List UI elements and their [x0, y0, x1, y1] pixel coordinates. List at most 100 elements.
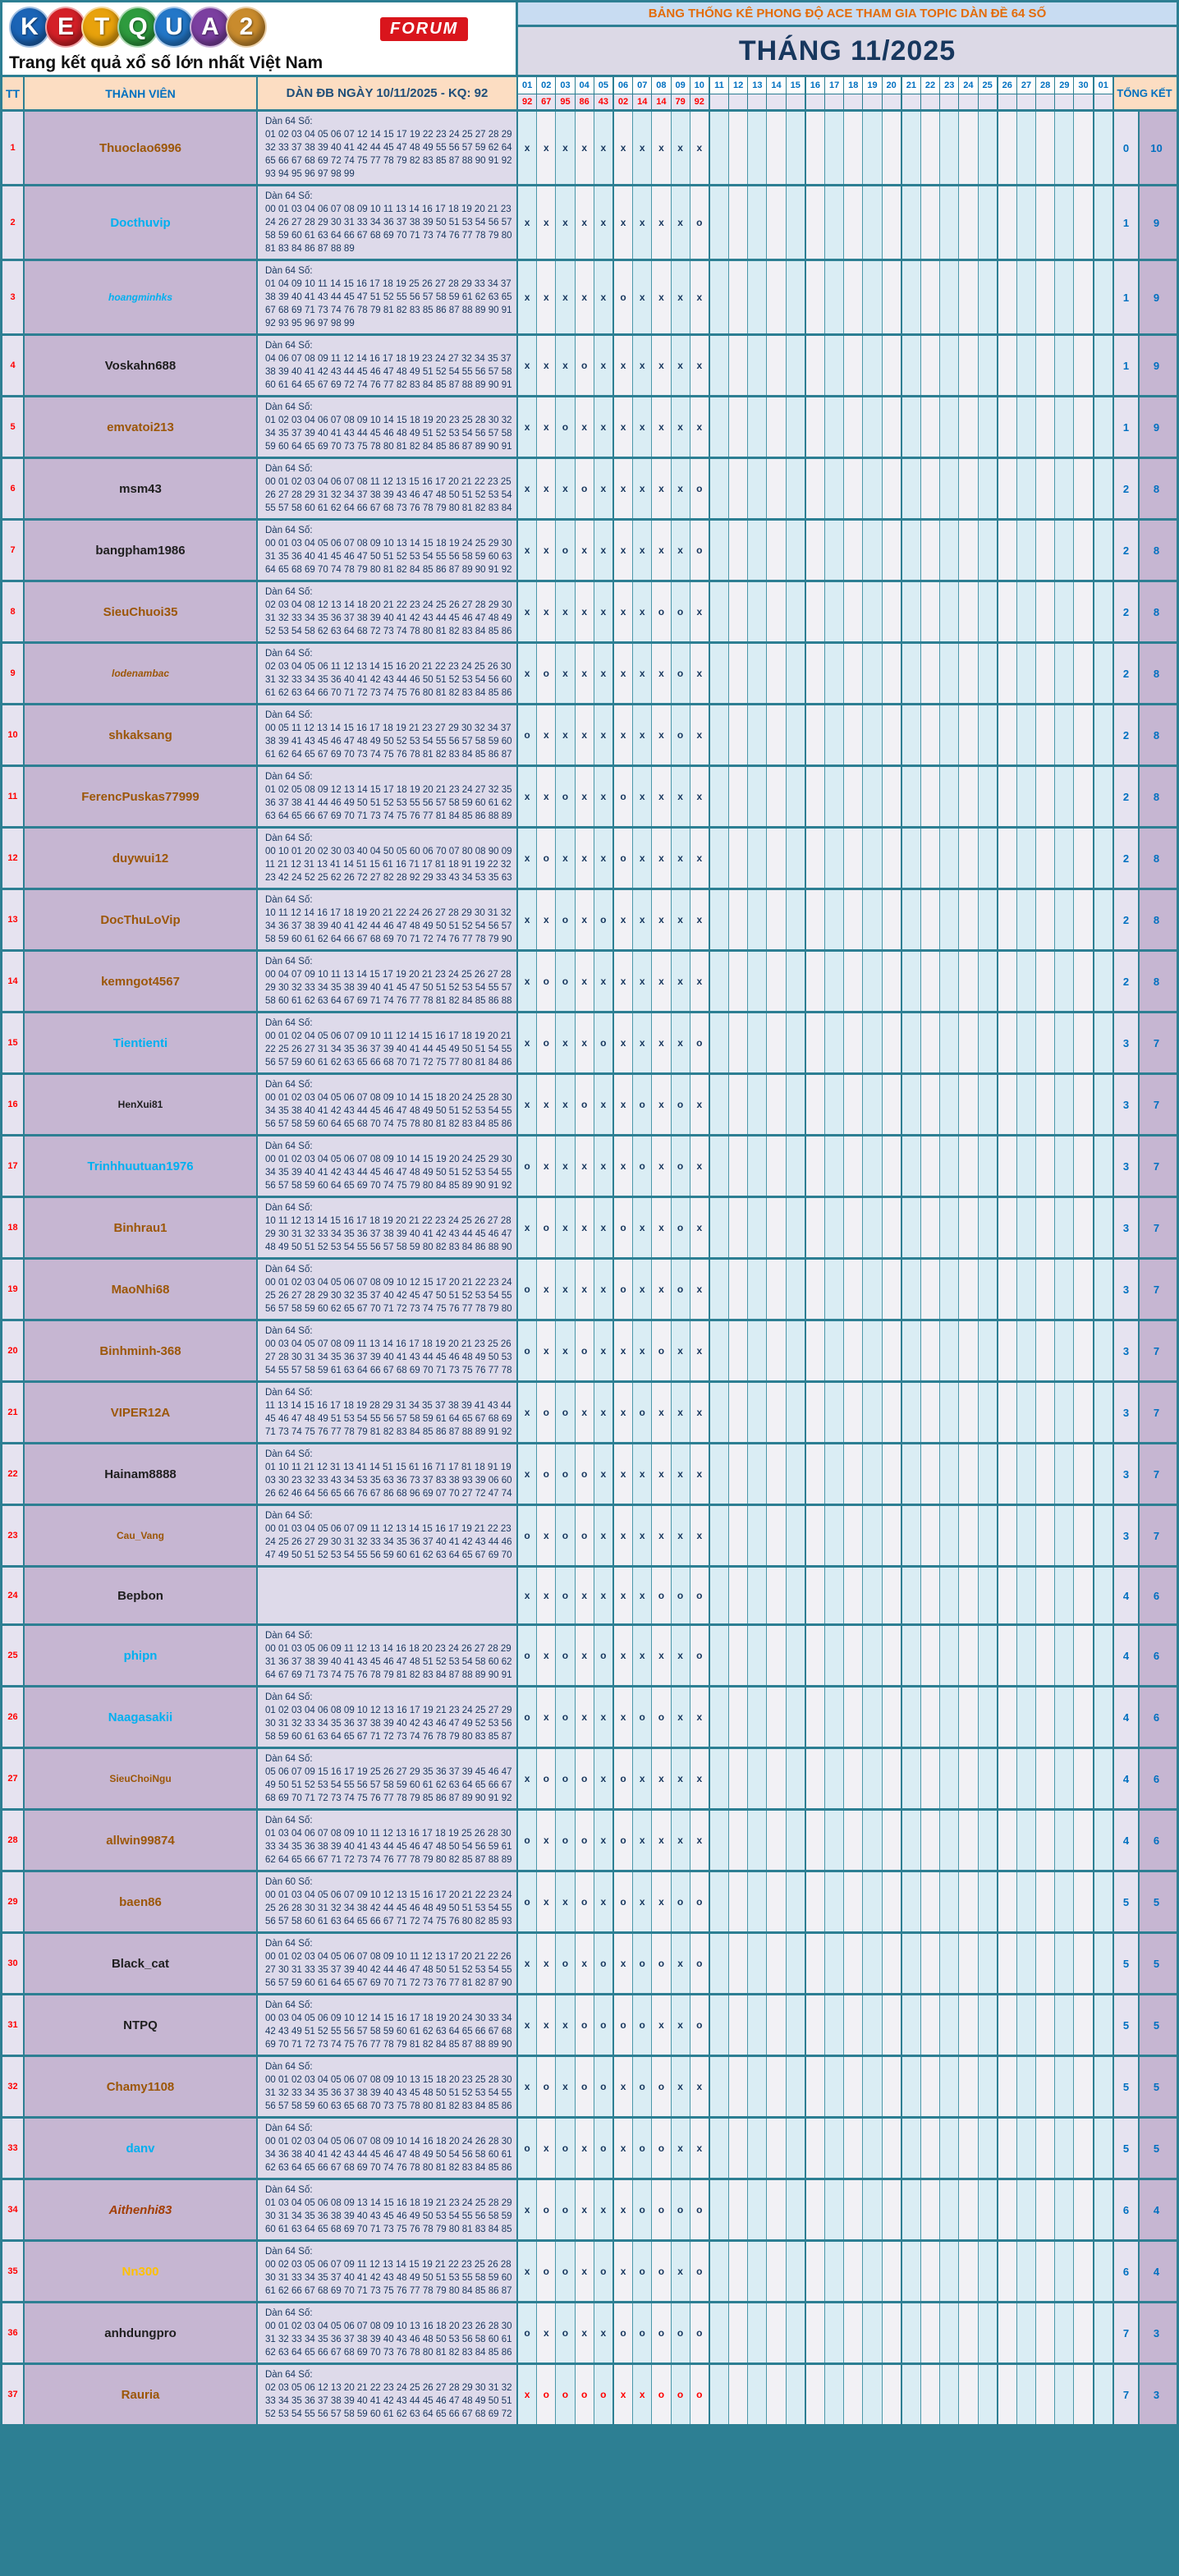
empty-day-cell	[844, 2242, 864, 2301]
table-row: 16 HenXui81 Dàn 64 Số: 00 01 02 03 04 05 06…	[2, 1075, 1177, 1136]
summary-hit-count: 9	[1140, 336, 1173, 395]
empty-day-cell	[786, 2180, 806, 2239]
member-name[interactable]: Black_cat	[111, 1956, 170, 1971]
empty-day-cell	[998, 186, 1017, 259]
hit-mark: x	[556, 1260, 576, 1319]
member-name[interactable]: Nn300	[122, 2264, 159, 2279]
empty-day-cell	[709, 2057, 730, 2116]
empty-day-cell	[1074, 2365, 1094, 2424]
table-row: 26 Naagasakii Dàn 64 Số: 01 02 03 04 06 08 …	[2, 1687, 1177, 1749]
member-name[interactable]: Binhrau1	[113, 1220, 167, 1235]
empty-day-cell	[729, 1136, 749, 1196]
summary-hit-count: 6	[1140, 1568, 1173, 1623]
empty-day-cell	[805, 1749, 825, 1808]
member-name[interactable]: Hainam8888	[104, 1467, 177, 1481]
dan-numbers-line: 03 30 23 32 33 43 34 53 35 63 36 73 37 8…	[265, 1476, 512, 1485]
empty-day-cell	[767, 2242, 787, 2301]
day-result	[844, 94, 864, 109]
member-name[interactable]: Binhminh-368	[99, 1343, 181, 1358]
member-name[interactable]: Naagasakii	[108, 1710, 173, 1724]
member-name[interactable]: kemngot4567	[101, 974, 180, 989]
empty-day-cell	[998, 112, 1017, 184]
empty-day-cell	[959, 1626, 979, 1685]
member-name[interactable]: lodenambac	[111, 668, 170, 679]
day-number-headers: 01 02 03 04 05 06 07 08 09 10 11 12 13 14 15 16 17 18 19 20…	[518, 77, 1112, 94]
member-name[interactable]: shkaksang	[108, 728, 172, 742]
empty-day-cell	[1055, 582, 1075, 641]
member-name[interactable]: Rauria	[121, 2387, 160, 2402]
member-name[interactable]: Thuoclao6996	[99, 140, 182, 155]
hit-mark: x	[652, 705, 672, 765]
member-name[interactable]: emvatoi213	[107, 420, 174, 434]
empty-day-cell	[825, 1687, 845, 1747]
hit-mark: x	[537, 1995, 557, 2055]
member-name[interactable]: SieuChoiNgu	[109, 1773, 172, 1784]
empty-day-cell	[1094, 1995, 1112, 2055]
member-name[interactable]: DocThuLoVip	[100, 912, 181, 927]
empty-day-cell	[786, 1995, 806, 2055]
member-cell: Rauria	[25, 2365, 258, 2424]
hit-mark: x	[671, 1626, 690, 1685]
hit-mark: x	[690, 261, 710, 333]
member-name[interactable]: SieuChuoi35	[103, 604, 178, 619]
empty-day-cell	[1016, 1506, 1037, 1565]
dan-title: Dàn 64 Số:	[265, 1449, 313, 1459]
member-name[interactable]: HenXui81	[117, 1099, 163, 1110]
member-name[interactable]: VIPER12A	[110, 1405, 171, 1420]
empty-day-cell	[998, 1383, 1017, 1442]
member-name[interactable]: allwin99874	[106, 1833, 175, 1848]
member-name[interactable]: duywui12	[112, 851, 169, 866]
member-name[interactable]: baen86	[119, 1894, 162, 1909]
empty-day-cell	[748, 2057, 768, 2116]
empty-day-cell	[805, 1995, 825, 2055]
empty-day-cell	[748, 1506, 768, 1565]
dan-cell: Dàn 64 Số: 00 01 03 04 05 06 07 08 09 10 …	[258, 521, 518, 580]
empty-day-cell	[959, 2119, 979, 2178]
member-name[interactable]: NTPQ	[123, 2018, 158, 2032]
member-name[interactable]: bangpham1986	[95, 543, 186, 558]
member-name[interactable]: danv	[126, 2141, 155, 2156]
member-name[interactable]: Aithenhi83	[108, 2202, 172, 2217]
hit-mark: x	[613, 1568, 634, 1623]
member-name[interactable]: anhdungpro	[104, 2326, 177, 2340]
empty-day-cell	[901, 1811, 921, 1870]
empty-day-cell	[1094, 705, 1112, 765]
empty-day-cell	[863, 1872, 883, 1931]
member-name[interactable]: Chamy1108	[106, 2079, 175, 2094]
member-name[interactable]: msm43	[119, 481, 162, 496]
hit-mark: x	[613, 890, 634, 949]
dan-numbers-line: 47 49 50 51 52 53 54 55 56 59 60 61 62 6…	[265, 1550, 512, 1560]
miss-mark: o	[575, 2365, 594, 2424]
member-name[interactable]: Docthuvip	[110, 215, 171, 230]
hit-mark: x	[690, 1749, 710, 1808]
empty-day-cell	[1055, 521, 1075, 580]
empty-day-cell	[863, 1260, 883, 1319]
empty-day-cell	[920, 1626, 941, 1685]
summary-hit-count: 9	[1140, 397, 1173, 457]
empty-day-cell	[709, 1687, 730, 1747]
member-name[interactable]: Tientienti	[112, 1035, 168, 1050]
table-row: 31 NTPQ Dàn 64 Số: 00 03 04 05 06 09 10 12 …	[2, 1995, 1177, 2057]
member-name[interactable]: hoangminhks	[108, 292, 172, 303]
empty-day-cell	[1055, 1075, 1075, 1134]
member-name[interactable]: Bepbon	[117, 1588, 163, 1603]
summary-miss-count: 3	[1114, 1321, 1140, 1380]
empty-day-cell	[709, 1568, 730, 1623]
miss-mark: o	[518, 1811, 538, 1870]
empty-day-cell	[920, 1687, 941, 1747]
empty-day-cell	[978, 1444, 998, 1504]
dan-numbers-line: 59 60 64 65 69 70 73 75 78 80 81 82 84 8…	[265, 442, 512, 452]
member-name[interactable]: phipn	[123, 1648, 158, 1663]
empty-day-cell	[940, 1383, 960, 1442]
member-name[interactable]: MaoNhi68	[111, 1282, 170, 1297]
dan-numbers-line: 31 32 33 34 35 36 40 41 42 43 44 46 50 5…	[265, 675, 512, 685]
empty-day-cell	[729, 952, 749, 1011]
empty-day-cell	[940, 336, 960, 395]
member-name[interactable]: Cau_Vang	[116, 1530, 165, 1541]
member-name[interactable]: Voskahn688	[104, 358, 177, 373]
member-name[interactable]: FerencPuskas77999	[81, 789, 200, 804]
empty-day-cell	[825, 397, 845, 457]
member-name[interactable]: Trinhhuutuan1976	[87, 1159, 194, 1173]
empty-day-cell	[863, 2057, 883, 2116]
